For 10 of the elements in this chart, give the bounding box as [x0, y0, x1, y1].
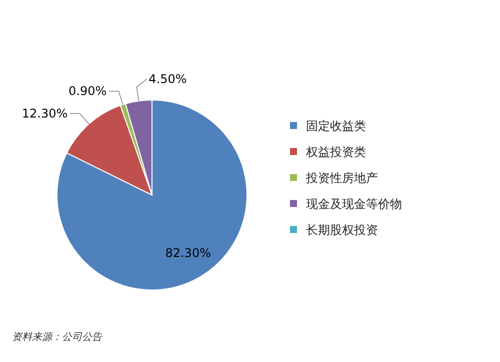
legend-label: 权益投资类	[305, 145, 366, 159]
legend-label: 固定收益类	[306, 119, 366, 133]
text: 资料来源：公司公告	[12, 331, 103, 343]
legend-label: 长期股权投资	[306, 223, 378, 237]
legend-label: 现金及现金等价物	[306, 197, 402, 211]
data-label: 4.50%	[148, 72, 187, 86]
data-label: 12.30%	[22, 106, 68, 120]
data-label: 0.90%	[68, 84, 107, 98]
data-label: 82.30%	[165, 246, 211, 260]
legend-label: 投资性房地产	[305, 171, 378, 185]
